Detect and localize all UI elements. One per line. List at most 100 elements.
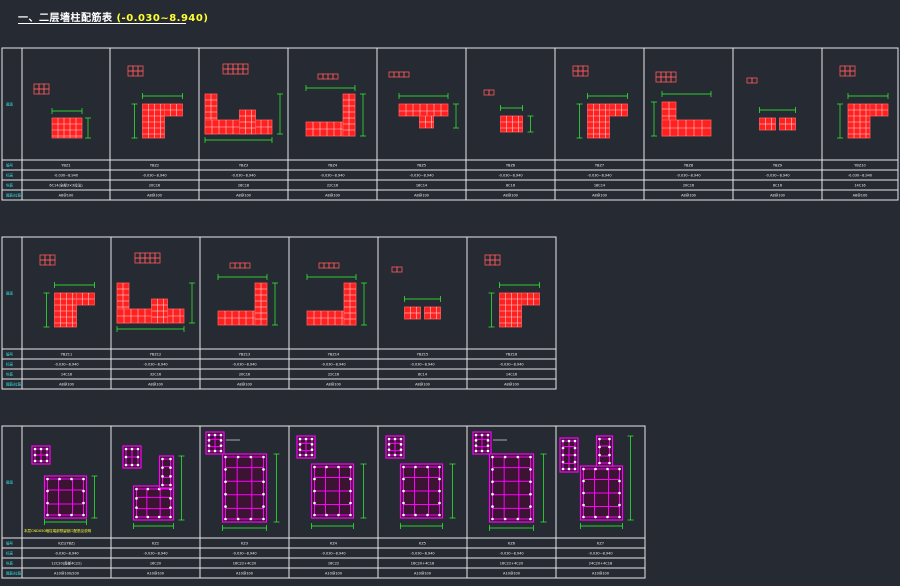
column-section-YBZ4: YBZ4 -0.030~8.940 22C16 A8@100 bbox=[305, 73, 366, 198]
cell-zj: 8C16 bbox=[506, 184, 515, 188]
cell-gj: A8@100 bbox=[236, 194, 251, 198]
cell-elev: -0.030~8.940 bbox=[321, 552, 345, 556]
cell-no: YBZ3 bbox=[239, 164, 248, 168]
cell-gj: A10@100 bbox=[147, 572, 164, 576]
column-section-KZ7: KZ7 -0.030~8.940 24C20+4C18 A10@100 bbox=[559, 435, 634, 576]
cell-no: YBZ9 bbox=[773, 164, 782, 168]
cell-gj: A8@100 bbox=[414, 194, 429, 198]
column-section-YBZ6: YBZ6 -0.030~8.940 8C16 A8@100 bbox=[483, 89, 534, 198]
column-section-YBZ3: YBZ3 -0.030~8.940 28C18 A8@100 bbox=[204, 63, 283, 198]
cell-elev: -0.030~8.940 bbox=[143, 552, 167, 556]
column-section-YBZ10: YBZ10 -0.030~8.940 14C16 A8@100 bbox=[837, 65, 889, 198]
cell-elev: -0.030~8.940 bbox=[410, 363, 434, 367]
cell-zj: 16C20+4C18 bbox=[411, 562, 434, 566]
cell-no: KZ5 bbox=[419, 542, 426, 546]
section-note: 本层CNDX50暗柱端部预留缺口配筋见说明 bbox=[24, 528, 92, 533]
cell-zj: 14C16 bbox=[506, 373, 517, 377]
column-section-KZ4: KZ4 -0.030~8.940 16C22 A10@100 bbox=[296, 435, 367, 576]
cell-zj: 22C16 bbox=[327, 184, 338, 188]
column-section-YBZ14: YBZ14 -0.030~8.940 22C16 A8@100 bbox=[306, 262, 367, 387]
cell-no: YBZ5 bbox=[417, 164, 426, 168]
cell-no: KZ7 bbox=[597, 542, 604, 546]
cell-elev: -0.030~8.940 bbox=[232, 552, 256, 556]
cell-elev: -0.030~8.940 bbox=[142, 174, 166, 178]
cell-zj: 14C16 bbox=[61, 373, 72, 377]
cell-no: YBZ2 bbox=[150, 164, 159, 168]
cell-elev: -0.030~8.940 bbox=[499, 552, 523, 556]
column-section-KZ6: KZ6 -0.030~8.940 16C22+4C20 A10@100 bbox=[472, 431, 547, 576]
row-label: 箍筋/拉筋 bbox=[6, 571, 22, 576]
cell-zj: 8C16 bbox=[773, 184, 782, 188]
cell-elev: -0.030~8.940 bbox=[54, 174, 78, 178]
column-section-YBZ9: YBZ9 -0.030~8.940 8C16 A8@100 bbox=[746, 77, 796, 198]
cell-zj: 14C16 bbox=[854, 184, 865, 188]
column-section-YBZ5: YBZ5 -0.030~8.940 18C14 A8@100 bbox=[388, 71, 459, 198]
row-label: 纵筋 bbox=[6, 372, 13, 377]
column-section-YBZ2: YBZ2 -0.030~8.940 20C16 A8@100 bbox=[127, 65, 183, 198]
column-section-KZ2: KZ2 -0.030~8.940 16C20 A10@100 bbox=[122, 445, 185, 576]
cell-elev: -0.030~8.940 bbox=[232, 363, 256, 367]
column-section-YBZ7: YBZ7 -0.030~8.940 18C14 A8@100 bbox=[572, 65, 628, 198]
cell-no: YBZ15 bbox=[417, 353, 428, 357]
cell-zj: 12C20(角部4C22) bbox=[51, 561, 82, 566]
column-section-YBZ16: YBZ16 -0.030~8.940 14C16 A8@100 bbox=[484, 254, 540, 387]
cell-gj: A8@100 bbox=[770, 194, 785, 198]
cell-no: YBZ10 bbox=[854, 164, 865, 168]
row-label: 箍筋/拉筋 bbox=[6, 193, 22, 198]
column-section-YBZ8: YBZ8 -0.030~8.940 20C16 A8@100 bbox=[651, 71, 712, 198]
cell-zj: 32C16 bbox=[150, 373, 161, 377]
column-section-YBZ1: YBZ1 -0.030~8.940 6C14(全部3×3拉法) A8@100 bbox=[33, 83, 91, 198]
cell-zj: 20C16 bbox=[149, 184, 160, 188]
row-label: 标高 bbox=[6, 173, 13, 178]
column-section-KZ5: KZ5 -0.030~8.940 16C20+4C18 A10@100 bbox=[385, 435, 456, 576]
column-section-YBZ15: YBZ15 -0.030~8.940 8C14 A8@100 bbox=[391, 266, 441, 387]
cell-gj: A8@100 bbox=[504, 383, 519, 387]
cell-gj: A8@100 bbox=[326, 383, 341, 387]
cell-gj: A8@100 bbox=[503, 194, 518, 198]
cell-no: KZ6 bbox=[508, 542, 515, 546]
cell-gj: A8@100 bbox=[853, 194, 868, 198]
column-section-YBZ12: YBZ12 -0.030~8.940 32C16 A8@100 bbox=[116, 252, 195, 387]
cell-elev: -0.030~8.940 bbox=[499, 363, 523, 367]
cell-no: KZ3 bbox=[241, 542, 248, 546]
cell-no: YBZ1 bbox=[61, 164, 70, 168]
cell-elev: -0.030~8.940 bbox=[320, 174, 344, 178]
row-label: 编号 bbox=[6, 163, 13, 168]
cell-zj: 8C14 bbox=[418, 373, 428, 377]
row-label: 标高 bbox=[6, 551, 13, 556]
cell-zj: 20C16 bbox=[683, 184, 694, 188]
title-main: 一、二层墙柱配筋表 bbox=[18, 13, 113, 24]
cell-zj: 18C14 bbox=[594, 184, 606, 188]
cell-elev: -0.030~8.940 bbox=[321, 363, 345, 367]
cell-elev: -0.030~8.940 bbox=[231, 174, 255, 178]
cell-gj: A8@100 bbox=[237, 383, 252, 387]
title-underline bbox=[18, 23, 186, 24]
cell-no: YBZ4 bbox=[328, 164, 338, 168]
cell-gj: A8@100 bbox=[59, 383, 74, 387]
row-label: 纵筋 bbox=[6, 183, 13, 188]
cell-zj: 16C20 bbox=[150, 562, 161, 566]
cell-elev: -0.030~8.940 bbox=[587, 174, 611, 178]
column-section-KZ3: KZ3 -0.030~8.940 16C22+4C20 A10@100 bbox=[205, 431, 280, 576]
cell-gj: A8@100 bbox=[415, 383, 430, 387]
cell-no: KZ4 bbox=[330, 542, 338, 546]
cell-elev: -0.030~8.940 bbox=[54, 363, 78, 367]
cell-elev: -0.030~8.940 bbox=[588, 552, 612, 556]
column-section-YBZ13: YBZ13 -0.030~8.940 20C16 A8@100 bbox=[217, 262, 278, 387]
cell-elev: -0.030~8.940 bbox=[765, 174, 789, 178]
cell-no: KZ2 bbox=[152, 542, 159, 546]
row-label: 截面 bbox=[6, 291, 13, 296]
cell-no: YBZ8 bbox=[684, 164, 693, 168]
cell-no: YBZ14 bbox=[328, 353, 340, 357]
cell-gj: A10@100 bbox=[236, 572, 253, 576]
cell-zj: 6C14(全部3×3拉法) bbox=[49, 183, 83, 188]
cell-elev: -0.030~8.940 bbox=[676, 174, 700, 178]
row-label: 纵筋 bbox=[6, 561, 13, 566]
cell-gj: A10@100/200 bbox=[54, 572, 79, 576]
row-label: 编号 bbox=[6, 541, 13, 546]
title-elevation-range: (-0.030~8.940) bbox=[116, 13, 209, 24]
cell-elev: -0.030~8.940 bbox=[848, 174, 872, 178]
cell-elev: -0.030~8.940 bbox=[498, 174, 522, 178]
